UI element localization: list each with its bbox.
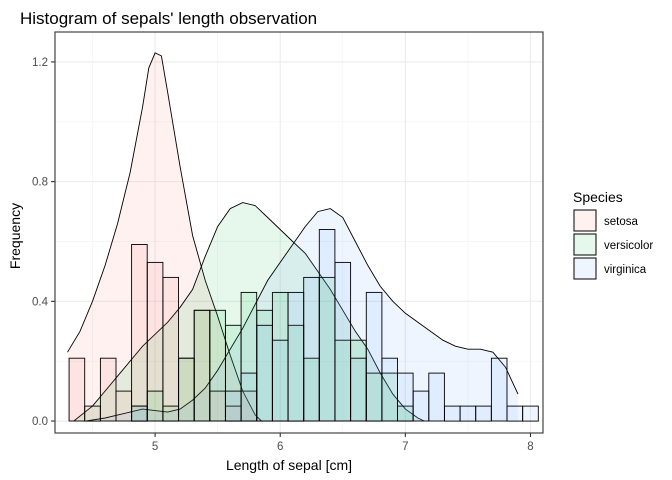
bar-virginica (459, 405, 477, 422)
plot-panel-border (54, 31, 544, 434)
y-axis-title: Frequency (7, 203, 23, 269)
legend-label-virginica: virginica (604, 264, 647, 276)
legend-key-setosa (573, 209, 597, 232)
bar-virginica (444, 405, 461, 422)
bar-virginica (475, 405, 492, 422)
legend-label-versicolor: versicolor (604, 240, 653, 252)
y-tick-label: 0.4 (32, 296, 49, 308)
density-line-setosa (67, 52, 262, 422)
bar-setosa (131, 244, 148, 422)
bar-virginica (506, 405, 524, 422)
bar-setosa (162, 276, 179, 422)
bar-virginica (412, 390, 430, 422)
axis-ticks: 5 6 7 8 0.0 0.4 0.8 1.2 (32, 57, 534, 453)
bar-virginica (240, 372, 258, 422)
bar-versicolor (193, 309, 211, 422)
bar-virginica (350, 357, 367, 422)
bar-virginica (381, 357, 398, 422)
density-area-setosa (67, 52, 262, 422)
x-tick-label: 6 (277, 441, 283, 453)
bar-setosa (68, 357, 86, 422)
density-line-virginica (86, 208, 519, 422)
bar-virginica (303, 276, 320, 422)
x-axis-title: Length of sepal [cm] (226, 457, 352, 473)
bar-setosa (84, 405, 101, 422)
bar-virginica (318, 229, 336, 422)
x-tick-label: 5 (152, 441, 158, 453)
bar-versicolor (178, 357, 195, 422)
density-area-virginica (86, 208, 519, 421)
bar-virginica (522, 405, 539, 422)
density-line-versicolor (73, 202, 425, 422)
density-area-versicolor (73, 202, 425, 421)
bar-virginica (271, 339, 289, 422)
bar-virginica (428, 372, 445, 422)
bar-setosa (99, 357, 117, 422)
bar-versicolor (146, 390, 164, 422)
bar-virginica (490, 357, 508, 422)
legend-key-virginica (573, 257, 597, 280)
bar-virginica (131, 405, 148, 422)
legend-items: setosa versicolor virginica (573, 209, 653, 280)
bar-versicolor (162, 405, 179, 422)
x-tick-label: 7 (402, 441, 408, 453)
bar-virginica (334, 261, 352, 422)
bar-virginica (225, 390, 242, 422)
legend-label-setosa: setosa (604, 216, 638, 228)
legend: Species setosa versicolor virginica (573, 189, 653, 280)
bar-virginica (256, 324, 273, 422)
histogram-bars (68, 229, 539, 422)
bar-setosa (115, 390, 133, 422)
legend-key-versicolor (573, 233, 597, 256)
legend-title: Species (573, 189, 623, 205)
chart-title: Histogram of sepals' length observation (20, 9, 317, 28)
bar-virginica (287, 291, 305, 422)
y-tick-label: 0.0 (32, 416, 48, 428)
x-tick-label: 8 (527, 441, 533, 453)
y-tick-label: 1.2 (32, 57, 48, 69)
bar-versicolor (209, 309, 226, 422)
y-tick-label: 0.8 (32, 177, 48, 189)
density-curves (67, 52, 519, 422)
bar-virginica (365, 291, 383, 422)
bar-virginica (397, 372, 414, 422)
